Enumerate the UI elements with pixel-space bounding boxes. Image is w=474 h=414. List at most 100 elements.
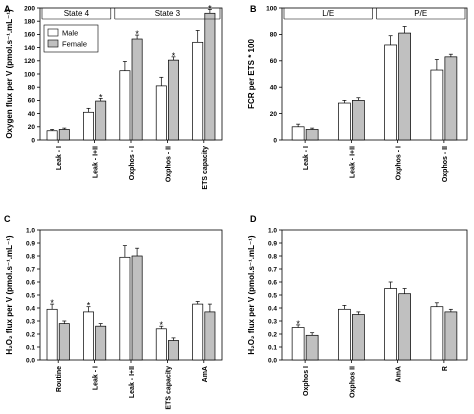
panel-c: C 0.0 0.1 0.2 0.3 0.4 0.5 0.6 0.7 0.8 0.9 1.0 H₂O₂ f… [4,214,223,410]
category-label: Oxphos I [303,366,310,396]
panel-b: B 0 20 40 60 80 100 FCR per ETS * 100 Leak - I Le… [247,4,468,182]
male-bar [119,70,131,141]
category-label: Leak - I+II [93,146,100,178]
significance-star: * [99,92,103,102]
y-tick-label: 0.4 [26,305,35,312]
female-bar [352,100,365,141]
y-axis-label: H₂O₂ flux per V (pmol.s⁻¹.mL⁻¹) [5,235,14,354]
y-tick-label: 0.1 [268,344,277,351]
y-tick-label: 60 [270,58,278,65]
legend: Male Female [43,24,99,53]
y-tick-label: 0.4 [268,305,277,312]
category-label: ETS capacity [202,146,209,190]
y-tick-label: 0.7 [26,266,35,273]
y-tick-label: 0.2 [268,331,277,338]
significance-star: * [172,51,176,61]
significance-star: * [208,3,212,13]
male-bar [192,303,204,361]
male-bar [338,102,351,141]
y-tick-label: 80 [270,32,278,39]
male-bar [430,69,444,141]
female-bar [95,100,107,141]
y-axis-label: H₂O₂ flux per V (pmol.s⁻¹.mL⁻¹) [247,235,256,354]
female-bar [444,56,458,141]
panel-a: A 0 20 40 60 80 100 120 140 160 180 200 Oxygen flux … [4,3,223,190]
category-label: R [442,366,449,371]
female-bar [305,129,319,141]
legend-label-female: Female [62,40,87,49]
significance-star: * [296,319,300,329]
y-tick-label: 0.3 [26,318,35,325]
significance-star: * [87,301,91,311]
panel-letter: B [250,4,257,14]
male-bar [83,311,94,361]
category-label: Oxphos - II [442,146,449,182]
category-label: Oxphos - I [396,146,403,180]
group-label: State 3 [155,9,181,18]
panel-letter: D [250,214,257,224]
y-tick-label: 60 [28,98,36,105]
y-tick-label: 0.6 [268,279,277,286]
female-bar [204,311,216,361]
plot-frame [281,7,468,141]
panel-d: D 0.0 0.1 0.2 0.3 0.4 0.5 0.6 0.7 0.8 0.9 1.0 H₂O₂ f… [247,214,468,398]
y-tick-label: 0.8 [268,253,277,260]
female-bar [305,334,319,361]
y-tick-label: 140 [24,45,35,52]
female-bar [168,340,179,361]
male-bar [46,130,58,141]
y-tick-label: 0.2 [26,331,35,338]
male-bar [430,306,444,361]
male-bar [384,44,397,141]
female-bar [398,32,411,141]
group-label: L/E [322,9,334,18]
y-tick-label: 80 [28,85,36,92]
panel-letter: A [4,4,11,14]
female-bar [398,293,411,361]
y-tick-label: 0.9 [26,240,35,247]
y-tick-label: 200 [24,5,35,12]
female-bar [95,325,107,361]
male-bar [291,126,305,141]
y-tick-label: 0.5 [26,292,35,299]
female-bar [352,314,365,361]
category-label: Oxphos - II [165,146,172,182]
male-bar [119,256,131,361]
female-bar [444,311,458,361]
y-tick-label: 160 [24,32,35,39]
male-bar [291,327,305,361]
y-tick-label: 0 [31,137,35,144]
male-bar [155,85,167,141]
y-tick-label: 180 [24,19,35,26]
category-label: Leak - I [93,366,100,390]
category-label: Leak - I [303,146,310,170]
significance-star: * [160,320,164,330]
category-label: AmA [202,366,209,382]
female-bar [58,129,70,141]
significance-star: * [50,298,54,308]
y-tick-label: 100 [24,71,35,78]
category-label: Leak - I [56,146,63,170]
male-bar [384,288,397,361]
group-label: State 4 [64,9,90,18]
y-tick-label: 0.8 [26,253,35,260]
legend-swatch-female [47,39,59,48]
legend-label-male: Male [62,29,78,38]
category-label: ETS capacity [165,366,172,410]
category-label: Routine [56,366,63,392]
category-label: Oxphos II [349,366,356,398]
male-bar [46,308,58,361]
y-tick-label: 0.9 [268,240,277,247]
male-bar [83,111,94,141]
y-tick-label: 20 [270,111,278,118]
y-tick-label: 40 [28,111,36,118]
female-bar [131,255,143,361]
female-bar [131,38,143,141]
y-tick-label: 0.1 [26,344,35,351]
y-tick-label: 100 [266,5,277,12]
male-bar [192,41,204,141]
y-axis-label: Oxygen flux per V (pmol.s⁻¹.mL⁻¹) [5,9,14,139]
category-label: AmA [396,366,403,382]
male-bar [338,308,351,361]
